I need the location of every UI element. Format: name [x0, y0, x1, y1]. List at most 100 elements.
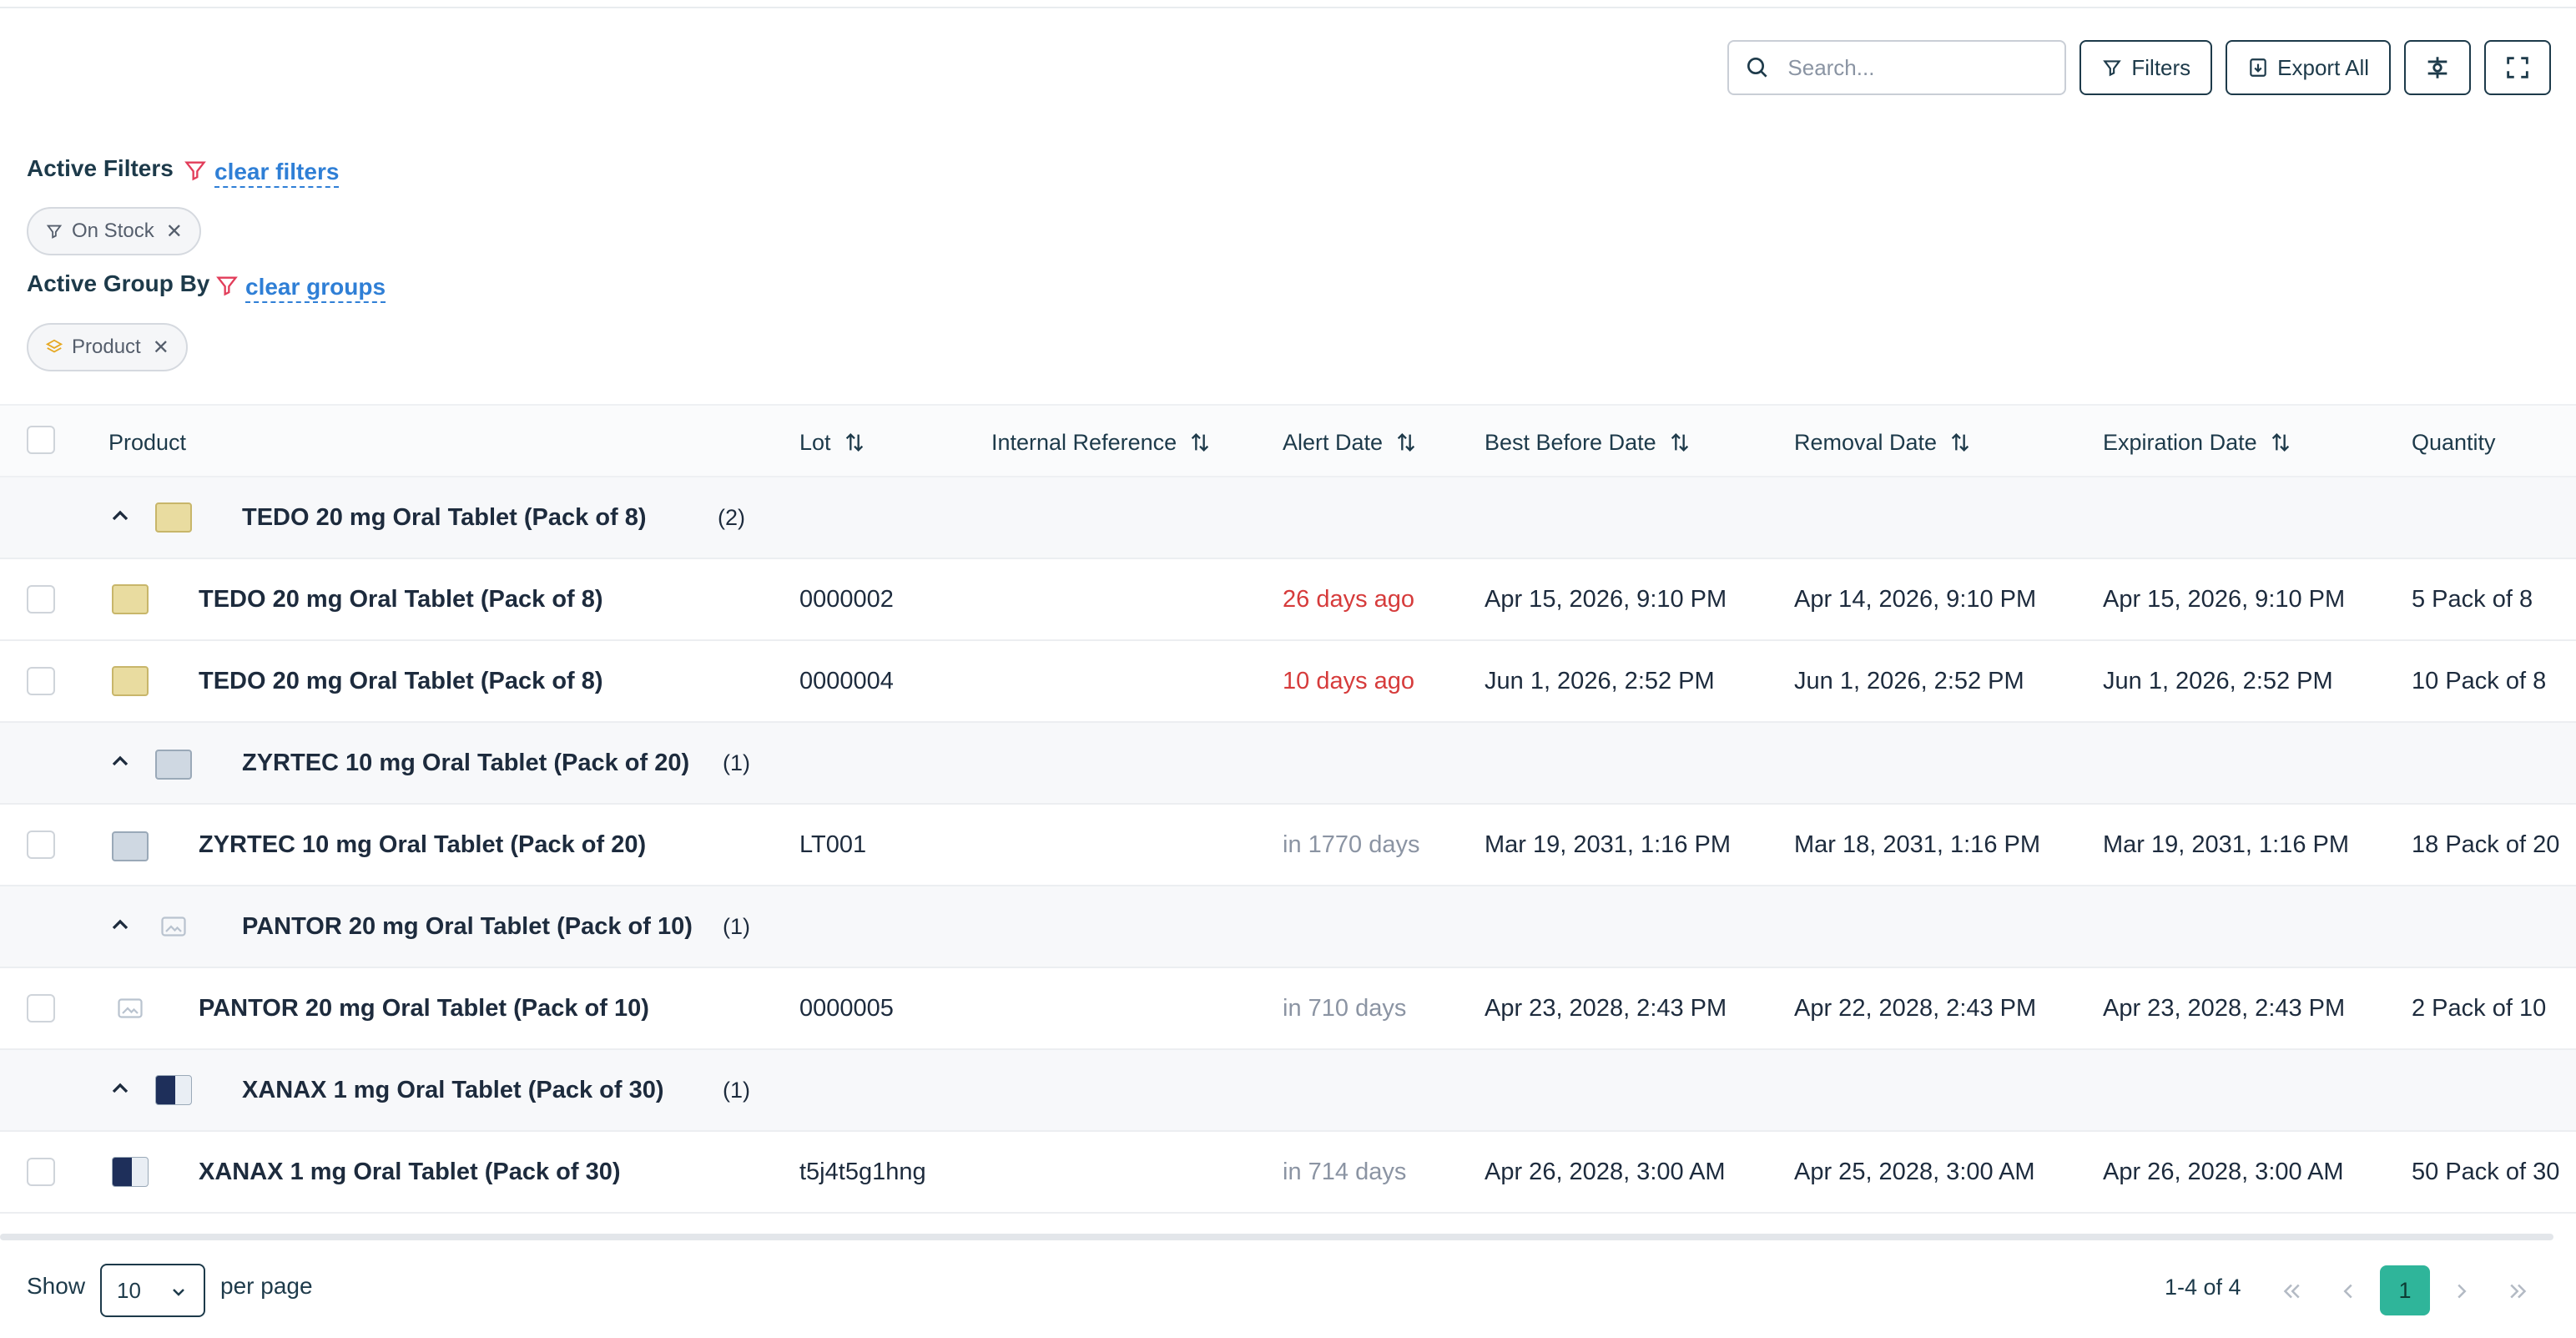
previous-page-button[interactable]	[2332, 1269, 2365, 1314]
row-checkbox[interactable]	[27, 994, 55, 1022]
group-product-name: XANAX 1 mg Oral Tablet (Pack of 30)	[242, 1076, 664, 1103]
sort-icon[interactable]	[1188, 431, 1212, 454]
group-row[interactable]: XANAX 1 mg Oral Tablet (Pack of 30) (1)	[0, 1050, 2576, 1132]
row-checkbox[interactable]	[27, 585, 55, 613]
product-name: PANTOR 20 mg Oral Tablet (Pack of 10)	[199, 994, 649, 1022]
search-icon	[1747, 58, 1768, 78]
last-page-button[interactable]	[2502, 1269, 2535, 1314]
next-page-button[interactable]	[2445, 1269, 2478, 1314]
quantity: 5 Pack of 8	[2412, 585, 2533, 613]
clear-groups-link[interactable]: clear groups	[245, 274, 386, 303]
column-header-quantity: Quantity	[2412, 429, 2496, 455]
row-checkbox[interactable]	[27, 831, 55, 859]
product-name: TEDO 20 mg Oral Tablet (Pack of 8)	[199, 585, 603, 613]
table-row[interactable]: TEDO 20 mg Oral Tablet (Pack of 8) 00000…	[0, 641, 2576, 723]
group-count: (1)	[723, 1077, 750, 1103]
group-count: (1)	[723, 750, 750, 775]
export-all-button[interactable]: Export All	[2226, 40, 2391, 95]
sort-icon[interactable]	[2269, 431, 2292, 454]
sort-icon[interactable]	[843, 431, 866, 454]
chevron-up-icon[interactable]	[107, 1075, 134, 1102]
layers-icon	[45, 339, 63, 353]
per-page-value: 10	[117, 1277, 141, 1303]
expiration-date: Apr 15, 2026, 9:10 PM	[2103, 585, 2346, 613]
toolbar: Filters Export All	[1727, 40, 2551, 95]
fullscreen-icon	[2507, 57, 2528, 78]
column-header-product: Product	[108, 429, 187, 455]
chevron-left-icon	[2343, 1284, 2352, 1299]
quantity: 10 Pack of 8	[2412, 667, 2547, 694]
column-header-internal-reference[interactable]: Internal Reference	[991, 406, 1212, 479]
group-row[interactable]: TEDO 20 mg Oral Tablet (Pack of 8) (2)	[0, 477, 2576, 559]
alert-date: 26 days ago	[1283, 585, 1415, 613]
row-checkbox[interactable]	[27, 1158, 55, 1186]
lot: LT001	[799, 831, 867, 858]
table-row[interactable]: ZYRTEC 10 mg Oral Tablet (Pack of 20) LT…	[0, 805, 2576, 886]
filters-button[interactable]: Filters	[2079, 40, 2213, 95]
table-row[interactable]: TEDO 20 mg Oral Tablet (Pack of 8) 00000…	[0, 559, 2576, 641]
alert-date: in 710 days	[1283, 994, 1407, 1022]
select-all-checkbox[interactable]	[27, 426, 55, 454]
search-input[interactable]	[1787, 54, 2039, 81]
export-all-button-label: Export All	[2277, 54, 2369, 80]
clear-group-icon	[216, 276, 238, 296]
column-header-lot[interactable]: Lot	[799, 406, 866, 479]
best-before-date: Jun 1, 2026, 2:52 PM	[1485, 667, 1715, 694]
filter-chip-on-stock[interactable]: On Stock ✕	[27, 207, 201, 255]
column-header-alert-date[interactable]: Alert Date	[1283, 406, 1418, 479]
best-before-date: Apr 15, 2026, 9:10 PM	[1485, 585, 1727, 613]
removal-date: Apr 14, 2026, 9:10 PM	[1794, 585, 2037, 613]
column-settings-button[interactable]	[2404, 40, 2471, 95]
chevron-down-icon	[173, 1289, 184, 1296]
filter-icon	[46, 225, 63, 239]
group-row[interactable]: PANTOR 20 mg Oral Tablet (Pack of 10) (1…	[0, 886, 2576, 968]
product-image	[155, 1075, 192, 1105]
alert-date: in 714 days	[1283, 1158, 1407, 1185]
lot: 0000002	[799, 585, 894, 613]
group-chip-product[interactable]: Product ✕	[27, 323, 188, 371]
column-header-removal-date[interactable]: Removal Date	[1794, 406, 1972, 479]
expiration-date: Apr 26, 2028, 3:00 AM	[2103, 1158, 2344, 1185]
chevrons-right-icon	[2510, 1284, 2527, 1299]
close-icon[interactable]: ✕	[152, 336, 169, 359]
product-name: ZYRTEC 10 mg Oral Tablet (Pack of 20)	[199, 831, 647, 858]
row-checkbox[interactable]	[27, 667, 55, 695]
horizontal-scrollbar[interactable]	[0, 1234, 2553, 1240]
product-name: XANAX 1 mg Oral Tablet (Pack of 30)	[199, 1158, 621, 1185]
first-page-button[interactable]	[2275, 1269, 2308, 1314]
filters-button-label: Filters	[2131, 54, 2191, 80]
image-placeholder-icon	[118, 998, 143, 1018]
sliders-icon	[2427, 57, 2447, 78]
sort-icon[interactable]	[1394, 431, 1418, 454]
clear-filters-link[interactable]: clear filters	[214, 159, 340, 188]
page-1-button[interactable]: 1	[2380, 1265, 2430, 1315]
table-row[interactable]: PANTOR 20 mg Oral Tablet (Pack of 10) 00…	[0, 968, 2576, 1050]
close-icon[interactable]: ✕	[165, 220, 183, 243]
sort-icon[interactable]	[1948, 431, 1972, 454]
chevron-up-icon[interactable]	[107, 502, 134, 529]
quantity: 18 Pack of 20	[2412, 831, 2560, 858]
group-count: (1)	[723, 913, 750, 939]
sort-icon[interactable]	[1668, 431, 1691, 454]
quantity: 2 Pack of 10	[2412, 994, 2547, 1022]
table-header: Product Lot Internal Reference Alert Dat…	[0, 404, 2576, 477]
lot: t5j4t5g1hng	[799, 1158, 926, 1185]
top-divider	[0, 7, 2576, 8]
show-label: Show	[27, 1273, 86, 1299]
removal-date: Apr 25, 2028, 3:00 AM	[1794, 1158, 2035, 1185]
removal-date: Mar 18, 2031, 1:16 PM	[1794, 831, 2040, 858]
best-before-date: Apr 23, 2028, 2:43 PM	[1485, 994, 1727, 1022]
filter-icon	[2103, 60, 2122, 77]
product-image	[155, 750, 192, 780]
best-before-date: Apr 26, 2028, 3:00 AM	[1485, 1158, 1726, 1185]
search-box[interactable]	[1727, 40, 2067, 95]
chevron-up-icon[interactable]	[107, 748, 134, 775]
column-header-expiration-date[interactable]: Expiration Date	[2103, 406, 2292, 479]
fullscreen-button[interactable]	[2484, 40, 2551, 95]
table-row[interactable]: XANAX 1 mg Oral Tablet (Pack of 30) t5j4…	[0, 1132, 2576, 1214]
active-group-by-label: Active Group By	[27, 270, 210, 296]
per-page-select[interactable]: 10	[100, 1264, 205, 1317]
column-header-best-before-date[interactable]: Best Before Date	[1485, 406, 1691, 479]
group-row[interactable]: ZYRTEC 10 mg Oral Tablet (Pack of 20) (1…	[0, 723, 2576, 805]
chevron-up-icon[interactable]	[107, 911, 134, 938]
